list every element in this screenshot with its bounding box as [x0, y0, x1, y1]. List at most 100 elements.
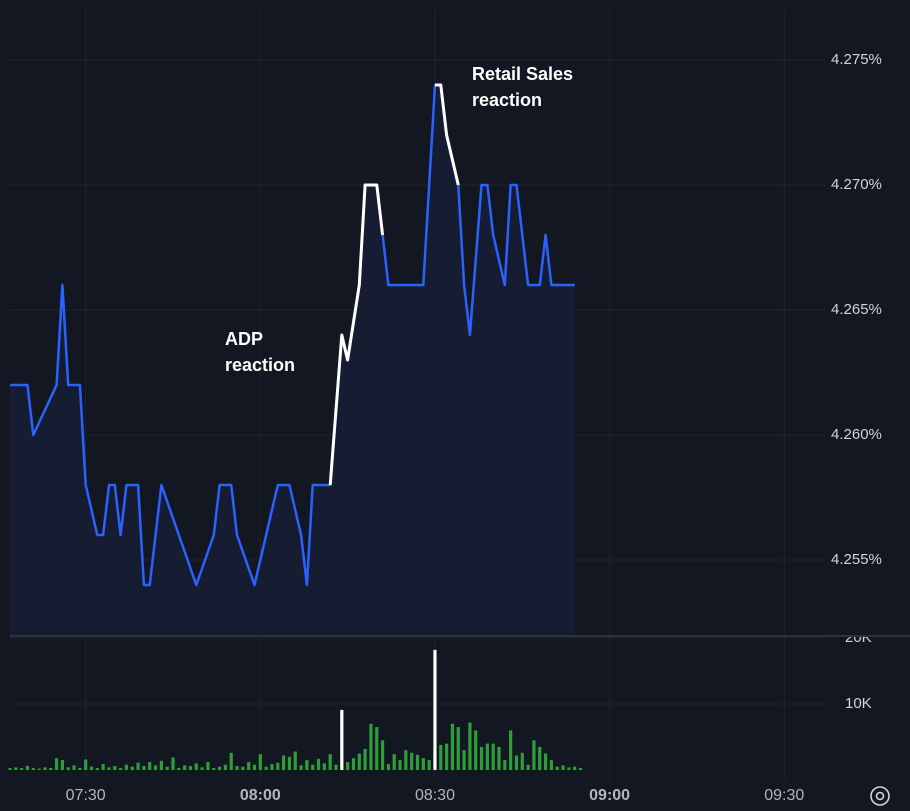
highlight-line [435, 83, 460, 186]
volume-bar [526, 764, 530, 770]
volume-bar [258, 754, 262, 770]
annotation: ADP [225, 329, 263, 349]
volume-bar [439, 744, 443, 770]
volume-bar [351, 758, 356, 770]
volume-bar [159, 760, 163, 770]
volume-bar [270, 764, 274, 770]
y-tick-label: 4.265% [831, 301, 882, 318]
volume-bar [217, 766, 222, 770]
volume-bar [200, 767, 204, 770]
volume-bar [520, 752, 524, 770]
volume-bar [491, 743, 495, 770]
volume-bar [474, 730, 478, 770]
volume-bar [549, 760, 553, 770]
x-tick-label: 08:30 [415, 787, 455, 804]
volume-bar [148, 762, 152, 770]
x-tick-label: 09:00 [589, 787, 630, 804]
volume-bar [247, 762, 251, 770]
volume-bar [293, 751, 297, 770]
volume-bar [60, 760, 64, 770]
volume-bar [212, 768, 216, 770]
volume-bar [328, 754, 332, 770]
volume-bar [72, 765, 76, 770]
volume-bar [398, 760, 402, 770]
volume-bar [305, 760, 309, 770]
x-tick-label: 09:30 [764, 787, 804, 804]
volume-bar [538, 746, 542, 770]
volume-bar [415, 754, 420, 770]
volume-bar [386, 764, 390, 770]
volume-bar [316, 758, 321, 770]
volume-bar [567, 767, 571, 770]
volume-bar [206, 762, 210, 770]
volume-bar [264, 766, 268, 770]
volume-bar [241, 766, 245, 770]
plot [10, 83, 575, 635]
volume-bar [445, 743, 449, 770]
volume-bar [561, 765, 565, 770]
volume-bar [165, 766, 169, 770]
volume-bar [54, 758, 59, 770]
volume-bar [282, 755, 286, 770]
area [10, 85, 575, 635]
volume-bar [514, 755, 519, 770]
volume-bar [532, 740, 536, 770]
labels: 4.255% 4.260% 4.265% 4.270% 4.275% 07:30 08:00… [66, 51, 882, 804]
volume-bar [427, 760, 431, 770]
y-tick-label: 20K [845, 629, 872, 646]
settings-icon[interactable] [870, 786, 890, 806]
volume-bar [113, 766, 117, 770]
volume-bar [404, 750, 408, 770]
annotation: Retail Sales [472, 64, 573, 84]
volume-bar [509, 730, 513, 770]
y-tick-label: 4.275% [831, 51, 882, 68]
volume-bar [171, 757, 175, 770]
volume-bar [153, 765, 158, 770]
volume-bar [229, 752, 233, 770]
volume-bar [334, 764, 338, 770]
volume-bar [573, 766, 577, 770]
volume-bar [462, 750, 466, 770]
volume-bar [188, 766, 193, 770]
volume-bar [322, 763, 326, 770]
volume-bar [183, 765, 187, 770]
volume-bar [142, 766, 146, 770]
highlight-line [328, 183, 385, 486]
volume-bar [421, 758, 425, 770]
volume-bar [340, 709, 344, 770]
volume-bar [130, 766, 134, 770]
y-tick-label: 10K [845, 695, 872, 712]
volume-bar [433, 649, 437, 770]
x-tick-label: 08:00 [240, 787, 281, 804]
volume-bar [578, 768, 583, 770]
x-tick-label: 07:30 [66, 787, 106, 804]
volume-bar [410, 752, 414, 770]
y-tick-label: 4.270% [831, 176, 882, 193]
volume-bar [555, 766, 559, 770]
volume-bar [101, 764, 105, 770]
volume-bar [346, 762, 350, 770]
volume-bar [124, 764, 129, 770]
volume-bar [380, 740, 385, 770]
volume-bar [369, 723, 373, 770]
volume-bar [456, 727, 460, 770]
volume-bar [49, 768, 53, 770]
volume-bar [37, 768, 41, 770]
volume-bar [363, 748, 367, 770]
volume-bar [468, 722, 472, 770]
volume-bar [89, 766, 94, 770]
volume-bar [375, 727, 379, 770]
volume-bar [287, 756, 292, 770]
volume-bar [252, 764, 257, 770]
volume-bar [20, 768, 24, 770]
volume-bar [485, 743, 489, 770]
volume-bar [14, 767, 18, 770]
volume-bar [119, 768, 123, 770]
volume-bar [78, 768, 82, 770]
volume-bar [43, 767, 47, 770]
volume-bar [177, 768, 181, 770]
volume-bar [8, 768, 12, 770]
price-line [10, 83, 575, 587]
